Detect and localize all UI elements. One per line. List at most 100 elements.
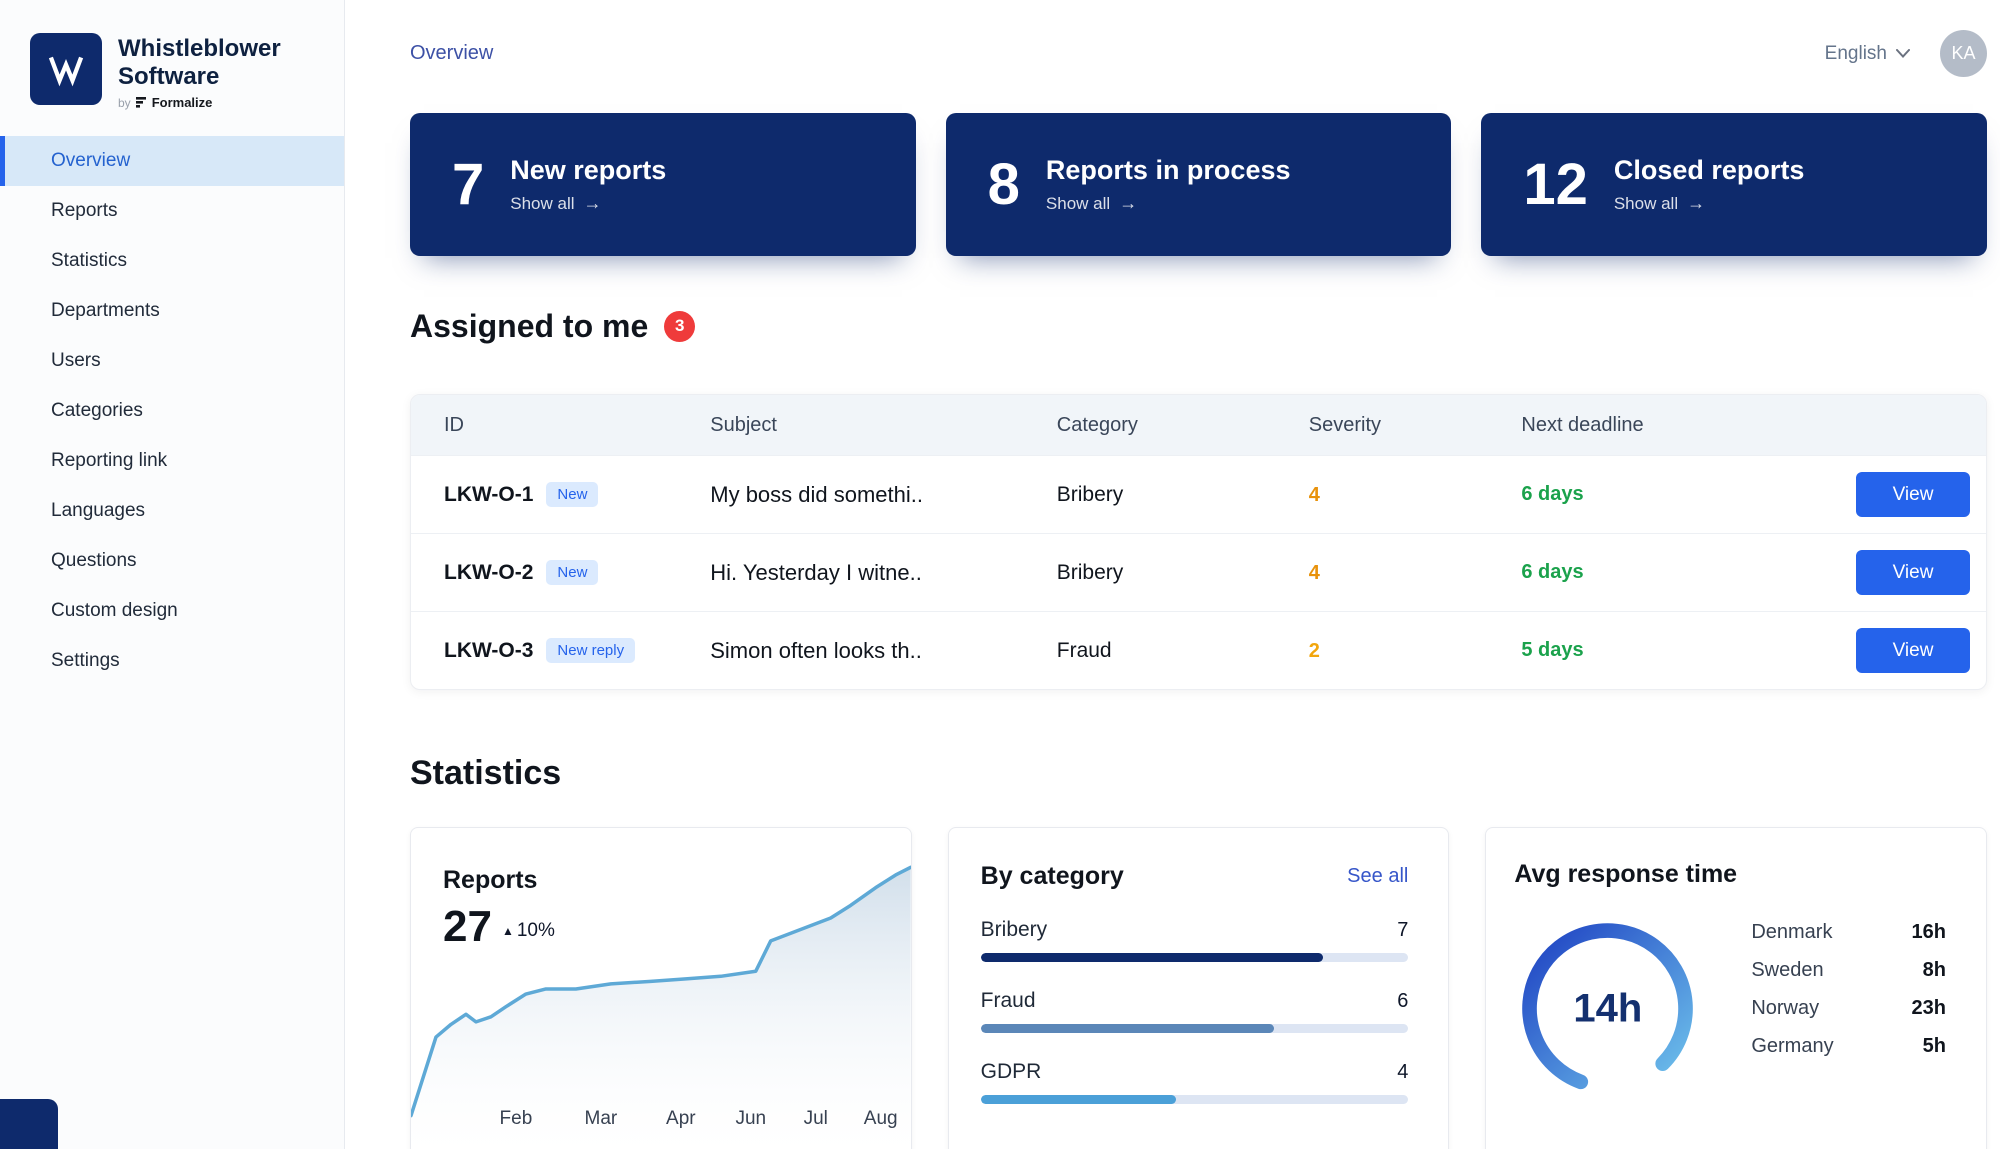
sidebar: Whistleblower Software by Formalize Over… — [0, 0, 345, 1149]
avg-response-value: 14h — [1573, 986, 1642, 1031]
sidebar-item-custom-design[interactable]: Custom design — [0, 586, 344, 636]
formalize-logo-icon — [136, 97, 147, 108]
language-selector[interactable]: English — [1825, 43, 1910, 65]
category-item: Bribery 7 — [981, 918, 1409, 962]
show-all-label: Show all — [1614, 194, 1678, 214]
severity-value: 2 — [1309, 640, 1320, 662]
trend-value: 10% — [517, 920, 555, 942]
category-item: GDPR 4 — [981, 1060, 1409, 1104]
sidebar-item-label: Users — [51, 350, 101, 372]
report-category: Bribery — [1057, 561, 1309, 585]
sidebar-item-label: Departments — [51, 300, 160, 322]
main-content: Overview English KA 7 New reports Show a… — [345, 0, 2000, 1149]
deadline-value: 6 days — [1521, 561, 1828, 584]
topbar-right: English KA — [1825, 30, 1987, 77]
sidebar-item-label: Reports — [51, 200, 118, 222]
col-header-id: ID — [411, 414, 710, 437]
severity-value: 4 — [1309, 484, 1320, 506]
category-label: GDPR — [981, 1060, 1042, 1084]
by-category-card: By category See all Bribery 7 — [948, 827, 1450, 1149]
report-subject: Hi. Yesterday I witne.. — [710, 560, 1057, 586]
category-bar-fill — [981, 953, 1323, 962]
col-header-severity: Severity — [1309, 414, 1522, 437]
sidebar-item-reports[interactable]: Reports — [0, 186, 344, 236]
category-label: Fraud — [981, 989, 1036, 1013]
summary-label: Reports in process — [1046, 155, 1291, 186]
show-all-link[interactable]: Show all → — [510, 193, 666, 214]
summary-count: 7 — [452, 156, 484, 214]
chart-x-label: Aug — [864, 1108, 898, 1130]
show-all-link[interactable]: Show all → — [1046, 193, 1291, 214]
col-header-subject: Subject — [710, 414, 1057, 437]
sidebar-item-questions[interactable]: Questions — [0, 536, 344, 586]
brand-title-line2: Software — [118, 63, 281, 91]
severity-value: 4 — [1309, 562, 1320, 584]
sidebar-item-statistics[interactable]: Statistics — [0, 236, 344, 286]
col-header-deadline: Next deadline — [1521, 414, 1828, 437]
sidebar-item-settings[interactable]: Settings — [0, 636, 344, 686]
byline-prefix: by — [118, 96, 131, 110]
sidebar-item-users[interactable]: Users — [0, 336, 344, 386]
view-button[interactable]: View — [1856, 628, 1970, 673]
summary-label: New reports — [510, 155, 666, 186]
status-badge: New reply — [546, 638, 635, 663]
sidebar-item-label: Categories — [51, 400, 143, 422]
brand: Whistleblower Software by Formalize — [0, 0, 344, 110]
app: Whistleblower Software by Formalize Over… — [0, 0, 2000, 1149]
sidebar-item-reporting-link[interactable]: Reporting link — [0, 436, 344, 486]
summary-count: 12 — [1523, 156, 1588, 214]
sidebar-item-languages[interactable]: Languages — [0, 486, 344, 536]
assigned-table: ID Subject Category Severity Next deadli… — [410, 394, 1987, 690]
sidebar-item-overview[interactable]: Overview — [0, 136, 344, 186]
show-all-link[interactable]: Show all → — [1614, 193, 1805, 214]
assigned-section: Assigned to me 3 ID Subject Category Sev… — [410, 306, 1987, 690]
report-category: Bribery — [1057, 483, 1309, 507]
sidebar-item-categories[interactable]: Categories — [0, 386, 344, 436]
sidebar-item-departments[interactable]: Departments — [0, 286, 344, 336]
report-id: LKW-O-3 — [444, 639, 533, 663]
reports-trend: ▲ 10% — [502, 920, 555, 942]
assigned-title: Assigned to me — [410, 308, 648, 345]
deadline-value: 5 days — [1521, 639, 1828, 662]
avatar[interactable]: KA — [1940, 30, 1987, 77]
chat-widget[interactable] — [0, 1099, 58, 1149]
sidebar-item-label: Questions — [51, 550, 137, 572]
sidebar-item-label: Custom design — [51, 600, 178, 622]
sidebar-item-label: Settings — [51, 650, 120, 672]
country-label: Sweden — [1751, 959, 1823, 982]
view-button[interactable]: View — [1856, 550, 1970, 595]
category-bar-track — [981, 953, 1409, 962]
summary-card-closed: 12 Closed reports Show all → — [1481, 113, 1987, 256]
trend-up-icon: ▲ — [502, 924, 514, 938]
country-label: Germany — [1751, 1035, 1833, 1058]
sidebar-item-label: Statistics — [51, 250, 127, 272]
summary-card-in-process: 8 Reports in process Show all → — [946, 113, 1452, 256]
response-gauge: 14h — [1510, 911, 1705, 1106]
category-bar-track — [981, 1024, 1409, 1033]
response-card-title: Avg response time — [1510, 860, 1946, 889]
status-badge: New — [546, 560, 598, 585]
country-time: 16h — [1912, 921, 1946, 944]
brand-title-line1: Whistleblower — [118, 35, 281, 63]
see-all-link[interactable]: See all — [1347, 865, 1408, 888]
category-bar-track — [981, 1095, 1409, 1104]
assigned-count-badge: 3 — [664, 311, 695, 342]
response-row: Norway 23h — [1751, 997, 1946, 1020]
view-button[interactable]: View — [1856, 472, 1970, 517]
deadline-value: 6 days — [1521, 483, 1828, 506]
topbar: Overview English KA — [410, 30, 1987, 77]
reports-chart-card: Reports 27 ▲ 10% FebMarAprJunJulAug — [410, 827, 912, 1149]
brand-logo[interactable] — [30, 33, 102, 105]
brand-text: Whistleblower Software by Formalize — [118, 33, 281, 110]
category-label: Bribery — [981, 918, 1048, 942]
byline-brand: Formalize — [152, 95, 213, 110]
show-all-label: Show all — [1046, 194, 1110, 214]
report-category: Fraud — [1057, 639, 1309, 663]
sidebar-nav: Overview Reports Statistics Departments … — [0, 136, 344, 686]
category-item: Fraud 6 — [981, 989, 1409, 1033]
report-subject: Simon often looks th.. — [710, 638, 1057, 664]
brand-byline: by Formalize — [118, 95, 281, 110]
category-value: 4 — [1397, 1061, 1408, 1084]
w-logo-icon — [43, 46, 89, 92]
breadcrumb[interactable]: Overview — [410, 42, 493, 65]
